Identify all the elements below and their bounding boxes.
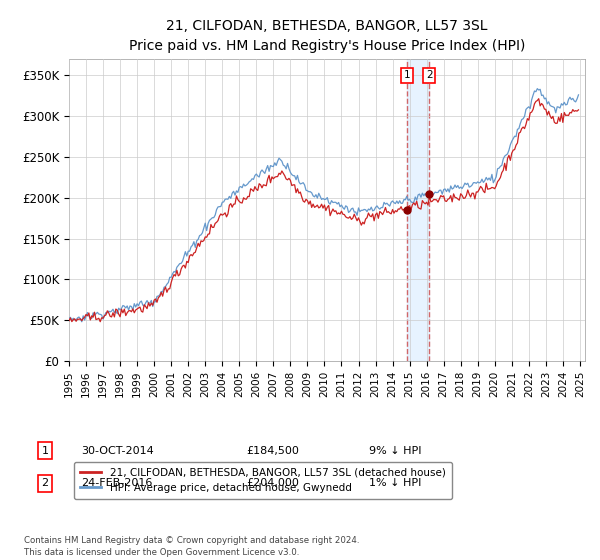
Text: 9% ↓ HPI: 9% ↓ HPI: [369, 446, 421, 456]
Text: £184,500: £184,500: [246, 446, 299, 456]
Text: Contains HM Land Registry data © Crown copyright and database right 2024.
This d: Contains HM Land Registry data © Crown c…: [24, 536, 359, 557]
Text: 1: 1: [403, 70, 410, 80]
Title: 21, CILFODAN, BETHESDA, BANGOR, LL57 3SL
Price paid vs. HM Land Registry's House: 21, CILFODAN, BETHESDA, BANGOR, LL57 3SL…: [129, 19, 525, 53]
Text: 1% ↓ HPI: 1% ↓ HPI: [369, 478, 421, 488]
Text: 2: 2: [41, 478, 49, 488]
Text: 1: 1: [41, 446, 49, 456]
Text: 24-FEB-2016: 24-FEB-2016: [81, 478, 152, 488]
Legend: 21, CILFODAN, BETHESDA, BANGOR, LL57 3SL (detached house), HPI: Average price, d: 21, CILFODAN, BETHESDA, BANGOR, LL57 3SL…: [74, 461, 452, 500]
Text: 30-OCT-2014: 30-OCT-2014: [81, 446, 154, 456]
Bar: [407, 59, 429, 361]
Text: £204,000: £204,000: [246, 478, 299, 488]
Text: 2: 2: [426, 70, 433, 80]
